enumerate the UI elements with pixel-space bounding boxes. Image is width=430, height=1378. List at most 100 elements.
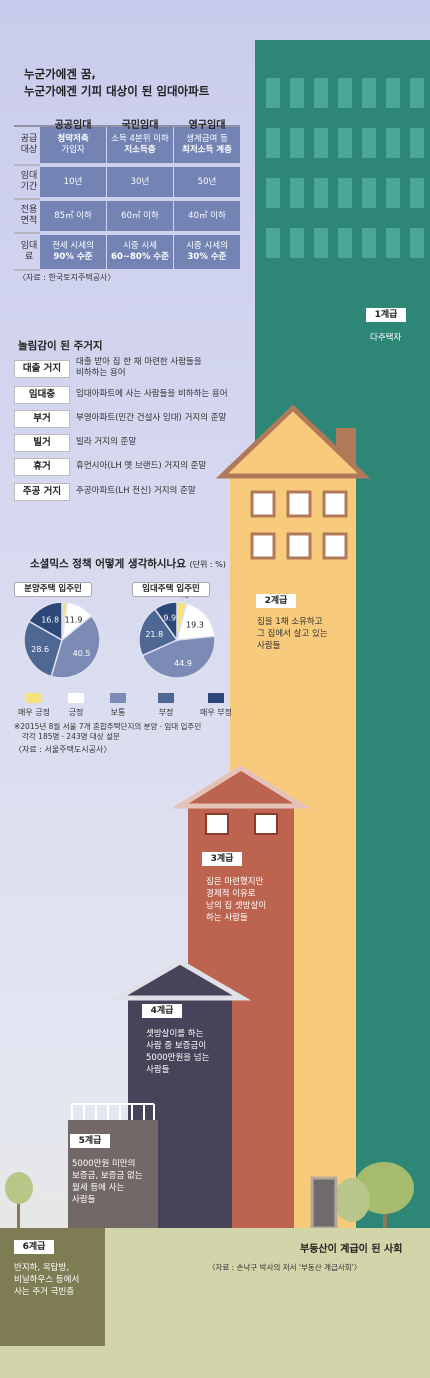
dark-roof [108, 959, 252, 1001]
footer-source: 〈자료 : 손낙구 박사의 저서 '부동산 계급사회'〉 [208, 1263, 362, 1272]
pie-value-label: 28.6 [31, 645, 49, 654]
class-level-description: 집은 마련했지만 경제적 이유로 남의 집 셋방살이 하는 사람들 [206, 876, 266, 924]
table-cells [40, 127, 240, 269]
tower-windows [266, 78, 424, 258]
class-level-tag: 5계급 [70, 1134, 110, 1148]
table-cell-line2: 90% 수준 [53, 252, 93, 262]
slang-description: 주공아파트(LH 전신) 거지의 준말 [76, 486, 246, 497]
class-level-description: 셋방살이를 하는 사람 중 보증금이 5000만원을 넘는 사람들 [146, 1028, 209, 1076]
class-level-description-line: 5000만원 미만의 [72, 1159, 136, 1169]
table-cell: 60㎡ 이하 [108, 211, 172, 222]
pie-value-label: 16.8 [41, 616, 59, 625]
door-icon [310, 1176, 338, 1230]
pie-header-renters: 임대주택 입주민 [132, 582, 210, 597]
slang-description: 임대아파트에 사는 사람들을 비하하는 용어 [76, 389, 246, 400]
survey-note-line1: ※2015년 8월 서울 7개 혼합주택단지의 분양ㆍ임대 입주민 [14, 722, 202, 731]
class-level-description: 집을 1채 소유하고 그 집에서 살고 있는 사람들 [257, 616, 328, 652]
slang-title: 놀림감이 된 주거지 [18, 340, 103, 352]
class-level-description-line: 월세 등에 사는 [72, 1183, 125, 1193]
class-level-description-line: 사람들 [257, 641, 281, 651]
table-cell-line1: 50년 [197, 176, 217, 187]
intro-source: 〈자료 : 한국토지주택공사〉 [18, 273, 116, 282]
pie-chart-renters: 4.119.344.921.89.9 [138, 590, 216, 679]
pie-slice [141, 635, 216, 679]
slang-description: 휴먼시아(LH 옛 브랜드) 거지의 준말 [76, 461, 246, 472]
class-level-description: 5000만원 미만의 보증금, 보증금 없는 월세 등에 사는 사람들 [72, 1158, 143, 1206]
survey-note: ※2015년 8월 서울 7개 혼합주택단지의 분양ㆍ임대 입주민 각각 185… [14, 722, 201, 742]
survey-title-text: 소셜믹스 정책 어떻게 생각하시나요 [30, 558, 186, 570]
slang-description: 빌라 거지의 준말 [76, 437, 246, 448]
class-level-description-line: 5000만원을 넘는 [146, 1053, 210, 1063]
class-level-description-line: 보증금, 보증금 없는 [72, 1171, 143, 1181]
table-cell: 소득 4분위 이하 저소득층 [108, 134, 172, 156]
slang-description-line1: 빌라 거지의 준말 [76, 437, 137, 447]
intro-title-line1: 누군가에겐 꿈, [24, 67, 96, 81]
table-cell: 10년 [41, 177, 105, 188]
table-row-label: 임대 기간 [20, 171, 38, 192]
class-level-description-line: 비닐하우스 등에서 [14, 1275, 80, 1285]
survey-unit: (단위 : %) [189, 560, 226, 569]
table-cell: 생계급여 등 최저소득 계층 [175, 134, 239, 156]
pie-value-label: 21.8 [145, 630, 163, 639]
legend-label: 매우 부정 [200, 708, 232, 717]
table-cell-line2: 30% 수준 [187, 252, 227, 262]
footer-title: 부동산이 계급이 된 사회 [300, 1244, 403, 1255]
table-cell: 40㎡ 이하 [175, 211, 239, 222]
slang-tag: 임대충 [14, 386, 70, 404]
pie-slice [138, 608, 179, 657]
class-level-description-line: 반지하, 옥탑방, [14, 1263, 70, 1273]
yellow-roof [215, 404, 371, 479]
slang-tag: 빌거 [14, 434, 70, 452]
pie-value-label: 11.9 [65, 615, 83, 624]
table-cell-line2: 최저소득 계층 [182, 145, 232, 155]
pie-slice [153, 601, 178, 643]
table-header-permanent: 영구임대 [188, 120, 226, 131]
pie-header-buyers: 분양주택 입주민 [14, 582, 92, 597]
legend-swatch [208, 693, 224, 703]
class-level-tag: 1계급 [366, 308, 406, 322]
table-cell-line1: 생계급여 등 [186, 134, 228, 144]
rooftop-railing [71, 1103, 155, 1120]
slang-tag: 대출 거지 [14, 360, 70, 378]
slang-tag: 휴거 [14, 458, 70, 476]
yellow-windows [250, 490, 348, 560]
class-level-description-line: 사는 주거 극빈층 [14, 1287, 75, 1297]
pie-slice [50, 614, 101, 679]
table-cell-line2: 저소득층 [124, 145, 156, 155]
pie-value-label: 9.9 [163, 614, 176, 623]
slang-description-line1: 대출 받아 집 한 채 마련한 사람들을 [76, 357, 202, 367]
table-cell: 50년 [175, 177, 239, 188]
class-level-tag: 3계급 [202, 852, 242, 866]
class-level-description-line: 하는 사람들 [206, 913, 248, 923]
slang-description: 대출 받아 집 한 채 마련한 사람들을 비하하는 용어 [76, 357, 246, 379]
legend-swatch [110, 693, 126, 703]
table-cell-line1: 시중 시세의 [186, 241, 228, 251]
table-cell-line1: 소득 4분위 이하 [111, 134, 169, 144]
class-level-description-line: 다주택자 [370, 333, 402, 343]
table-header-public: 공공임대 [54, 120, 92, 131]
table-cell-line1: 60㎡ 이하 [121, 210, 159, 221]
table-cell-line1: 전세 시세의 [52, 241, 94, 251]
class-level-tag: 4계급 [142, 1004, 182, 1018]
table-cell-line2: 가입자 [61, 145, 85, 155]
class-level-description-line: 그 집에서 살고 있는 [257, 629, 328, 639]
slang-description-line2: 비하하는 용어 [76, 368, 126, 378]
class-level-tag: 2계급 [256, 594, 296, 608]
legend-swatch [158, 693, 174, 703]
legend-label: 긍정 [68, 708, 84, 717]
legend-swatch [26, 693, 42, 703]
slang-tag: 부거 [14, 410, 70, 428]
pie-slice [27, 601, 63, 642]
red-windows [205, 813, 278, 835]
class-level-tag: 6계급 [14, 1240, 54, 1254]
table-row-label: 전용 면적 [20, 205, 38, 226]
class-level-description-line: 셋방살이를 하는 [146, 1029, 204, 1039]
tree-right [334, 1162, 414, 1236]
pie-value-label: 44.9 [174, 659, 192, 668]
table-cell: 85㎡ 이하 [41, 211, 105, 222]
legend-swatch [68, 693, 84, 703]
slang-description-line1: 휴먼시아(LH 옛 브랜드) 거지의 준말 [76, 461, 207, 471]
red-roof [171, 765, 311, 809]
slang-tag: 주공 거지 [14, 483, 70, 501]
